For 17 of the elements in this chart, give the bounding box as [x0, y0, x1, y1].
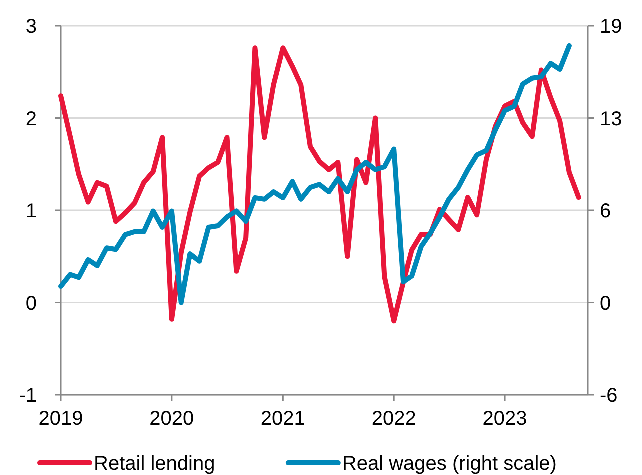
y-tick-label: 2	[26, 108, 37, 130]
y2-tick-label: -6	[600, 385, 618, 407]
x-tick-label: 2022	[372, 408, 416, 430]
legend-label: Retail lending	[94, 453, 216, 475]
legend-label: Real wages (right scale)	[342, 453, 557, 475]
y2-tick-label: 0	[600, 292, 612, 315]
y-tick-label: 3	[26, 16, 37, 38]
y2-tick-label: 6	[600, 200, 612, 222]
y-tick-label: -1	[19, 385, 37, 407]
y2-tick-label: 13	[600, 108, 622, 130]
x-tick-label: 2023	[482, 408, 528, 430]
x-tick-label: 2021	[260, 408, 306, 430]
y2-tick-label: 19	[600, 16, 622, 38]
x-tick-label: 2019	[38, 408, 84, 430]
y-tick-label: 1	[26, 200, 37, 222]
x-tick-label: 2020	[150, 408, 194, 430]
y-tick-label: 0	[26, 292, 37, 315]
